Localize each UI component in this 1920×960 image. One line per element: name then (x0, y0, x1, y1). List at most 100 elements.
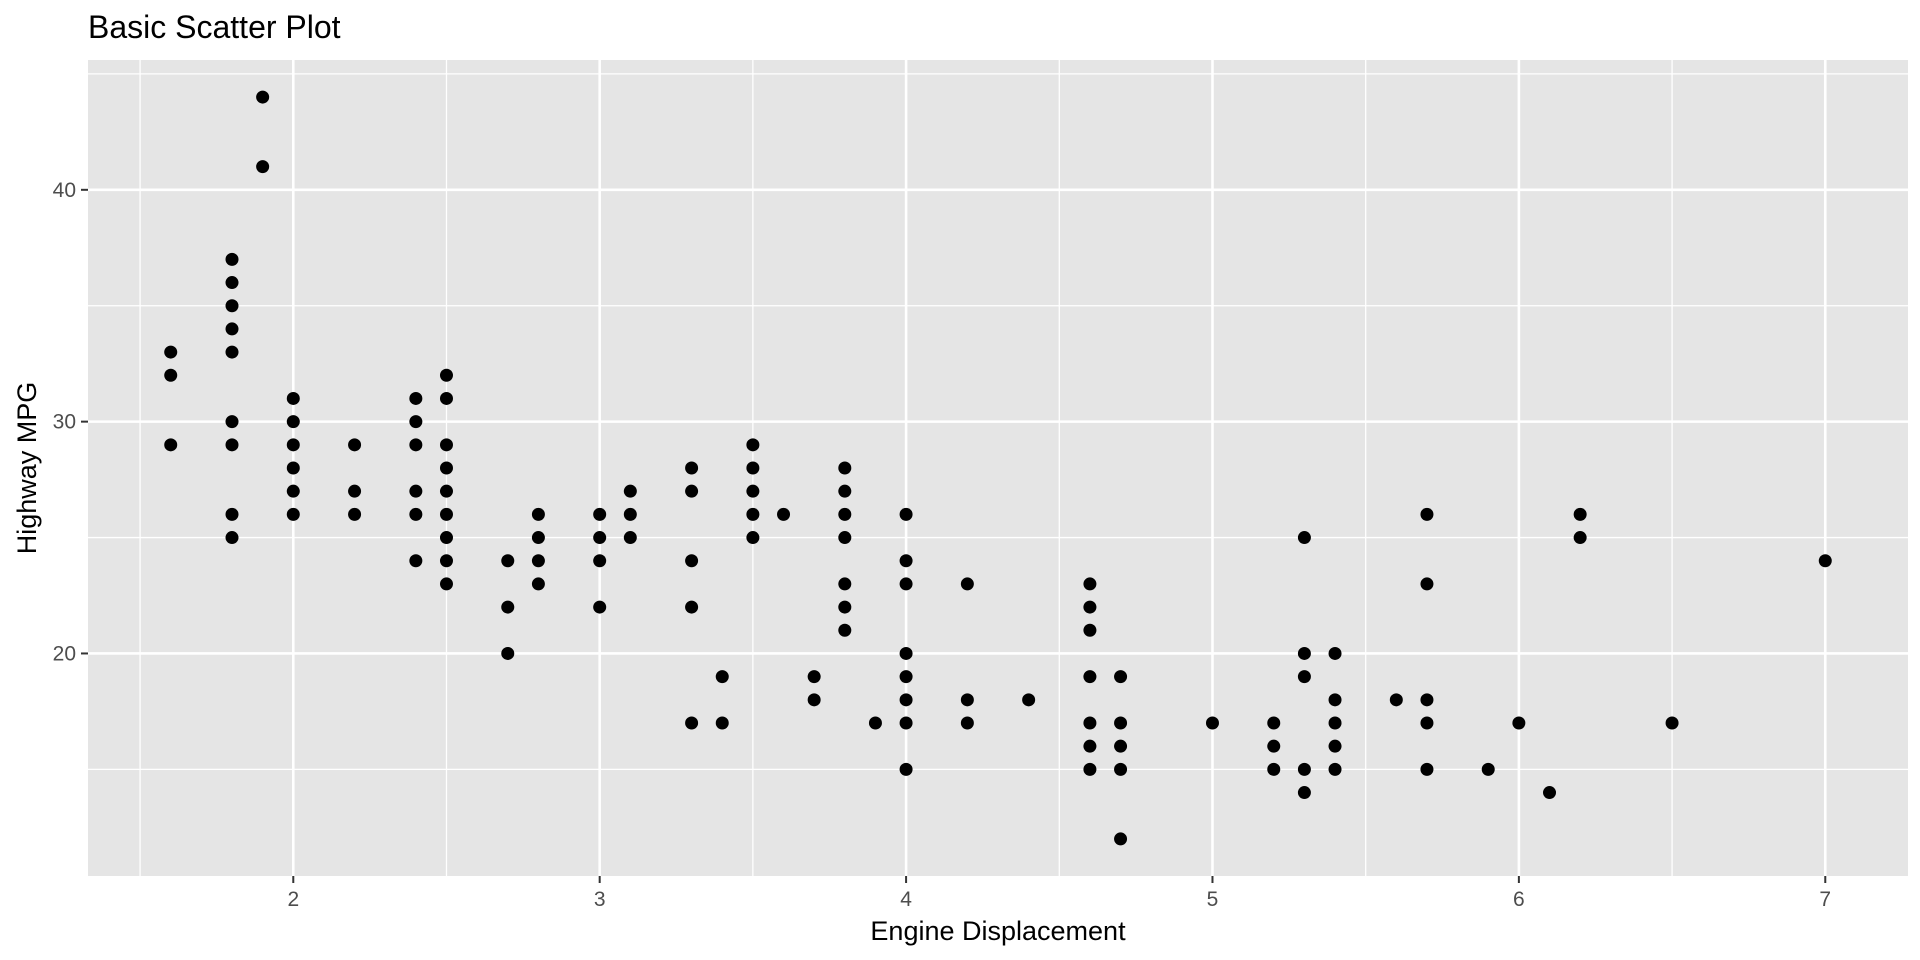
data-point (225, 507, 239, 521)
data-point (531, 531, 545, 545)
y-axis-label: Highway MPG (12, 382, 42, 555)
data-point (164, 438, 178, 452)
data-point (746, 484, 760, 498)
data-point (1573, 507, 1587, 521)
data-point (777, 507, 791, 521)
data-point (1481, 762, 1495, 776)
data-point (439, 368, 453, 382)
data-point (807, 693, 821, 707)
data-point (746, 531, 760, 545)
data-point (531, 507, 545, 521)
data-point (348, 507, 362, 521)
data-point (838, 600, 852, 614)
data-point (868, 716, 882, 730)
data-point (1389, 693, 1403, 707)
data-point (1420, 507, 1434, 521)
data-point (531, 554, 545, 568)
data-point (899, 762, 913, 776)
data-point (1420, 693, 1434, 707)
data-point (593, 531, 607, 545)
data-point (1328, 762, 1342, 776)
data-point (286, 507, 300, 521)
x-tick-label: 3 (594, 888, 606, 911)
data-point (501, 600, 515, 614)
data-points (164, 90, 1832, 846)
y-axis: 20 30 40 (53, 179, 88, 665)
plot-panel (88, 60, 1908, 876)
data-point (409, 507, 423, 521)
data-point (746, 507, 760, 521)
data-point (899, 577, 913, 591)
data-point (807, 670, 821, 684)
data-point (1297, 670, 1311, 684)
data-point (715, 716, 729, 730)
chart-title: Basic Scatter Plot (88, 9, 341, 45)
data-point (1114, 716, 1128, 730)
data-point (960, 577, 974, 591)
data-point (409, 484, 423, 498)
data-point (960, 693, 974, 707)
data-point (1083, 762, 1097, 776)
data-point (623, 531, 637, 545)
data-point (1818, 554, 1832, 568)
data-point (439, 391, 453, 405)
data-point (225, 276, 239, 290)
data-point (623, 507, 637, 521)
data-point (225, 299, 239, 313)
data-point (1114, 670, 1128, 684)
major-gridlines (88, 60, 1908, 876)
data-point (409, 391, 423, 405)
data-point (899, 670, 913, 684)
data-point (439, 531, 453, 545)
data-point (225, 415, 239, 429)
data-point (1297, 786, 1311, 800)
data-point (286, 438, 300, 452)
data-point (685, 461, 699, 475)
data-point (1297, 531, 1311, 545)
data-point (1205, 716, 1219, 730)
data-point (1328, 693, 1342, 707)
data-point (164, 345, 178, 359)
data-point (225, 252, 239, 266)
data-point (439, 507, 453, 521)
data-point (838, 507, 852, 521)
data-point (286, 484, 300, 498)
x-axis: 2 3 4 5 6 7 (287, 876, 1831, 911)
y-tick-label: 20 (53, 642, 76, 665)
y-tick-label: 40 (53, 179, 76, 202)
data-point (1114, 832, 1128, 846)
x-axis-label: Engine Displacement (870, 916, 1126, 946)
data-point (899, 716, 913, 730)
data-point (225, 322, 239, 336)
data-point (838, 461, 852, 475)
data-point (746, 438, 760, 452)
data-point (685, 554, 699, 568)
data-point (593, 554, 607, 568)
data-point (1420, 577, 1434, 591)
data-point (1083, 716, 1097, 730)
data-point (439, 484, 453, 498)
data-point (899, 693, 913, 707)
minor-gridlines (88, 60, 1908, 876)
data-point (409, 415, 423, 429)
data-point (1114, 739, 1128, 753)
data-point (1267, 762, 1281, 776)
data-point (1083, 670, 1097, 684)
data-point (256, 160, 270, 174)
x-tick-label: 4 (900, 888, 912, 911)
data-point (531, 577, 545, 591)
data-point (225, 438, 239, 452)
y-tick-label: 30 (53, 411, 76, 434)
data-point (439, 461, 453, 475)
data-point (501, 646, 515, 660)
data-point (1328, 716, 1342, 730)
data-point (439, 438, 453, 452)
data-point (715, 670, 729, 684)
data-point (286, 391, 300, 405)
data-point (225, 531, 239, 545)
data-point (899, 507, 913, 521)
data-point (1083, 577, 1097, 591)
data-point (256, 90, 270, 104)
data-point (409, 438, 423, 452)
